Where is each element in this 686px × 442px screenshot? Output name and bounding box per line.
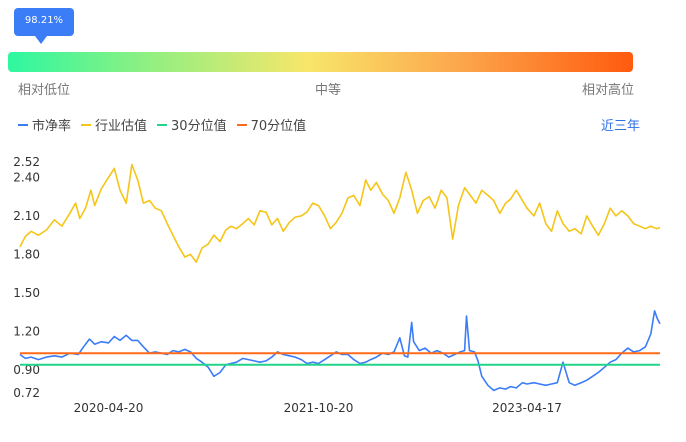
high-label: 相对高位 bbox=[582, 83, 635, 98]
low-label: 相对低位 bbox=[18, 83, 71, 98]
series-line-industry bbox=[19, 163, 661, 263]
percentile-value: 98.21% bbox=[24, 15, 64, 26]
period-selector[interactable]: 近三年 bbox=[600, 119, 640, 134]
legend-swatch-pb bbox=[18, 123, 28, 126]
y-tick-label: 2.10 bbox=[13, 209, 40, 223]
legend-swatch-p70 bbox=[236, 123, 247, 126]
legend-label-pb: 市净率 bbox=[32, 119, 72, 134]
legend-item-pb[interactable]: 市净率 bbox=[18, 115, 71, 134]
chart-legend: 市净率 行业估值 30分位值 70分位值 bbox=[18, 115, 306, 134]
y-tick-label: 2.40 bbox=[13, 170, 40, 184]
legend-item-p70[interactable]: 70分位值 bbox=[236, 115, 307, 134]
percentile-tooltip: 98.21% bbox=[14, 8, 74, 36]
legend-swatch-industry bbox=[81, 123, 92, 126]
percentile-gradient-bar bbox=[8, 52, 633, 72]
y-tick-label: 0.90 bbox=[13, 363, 40, 377]
legend-swatch-p30 bbox=[157, 123, 168, 126]
legend-item-p30[interactable]: 30分位值 bbox=[157, 115, 227, 134]
y-tick-label: 1.80 bbox=[13, 247, 40, 261]
y-tick-label: 0.72 bbox=[13, 386, 40, 400]
x-tick-label: 2023-04-17 bbox=[492, 401, 562, 415]
legend-item-industry[interactable]: 行业估值 bbox=[81, 115, 147, 134]
series-line-pb bbox=[19, 310, 661, 392]
legend-label-p70: 70分位值 bbox=[250, 119, 307, 134]
legend-label-industry: 行业估值 bbox=[95, 119, 148, 134]
legend-label-p30: 30分位值 bbox=[171, 119, 227, 134]
y-tick-label: 1.20 bbox=[13, 324, 40, 338]
mid-label: 中等 bbox=[315, 83, 342, 98]
y-tick-label: 1.50 bbox=[13, 286, 40, 300]
x-tick-label: 2020-04-20 bbox=[74, 401, 144, 415]
y-tick-label: 2.52 bbox=[13, 155, 40, 169]
x-tick-label: 2021-10-20 bbox=[284, 401, 354, 415]
percentile-tooltip-pointer bbox=[35, 36, 47, 44]
